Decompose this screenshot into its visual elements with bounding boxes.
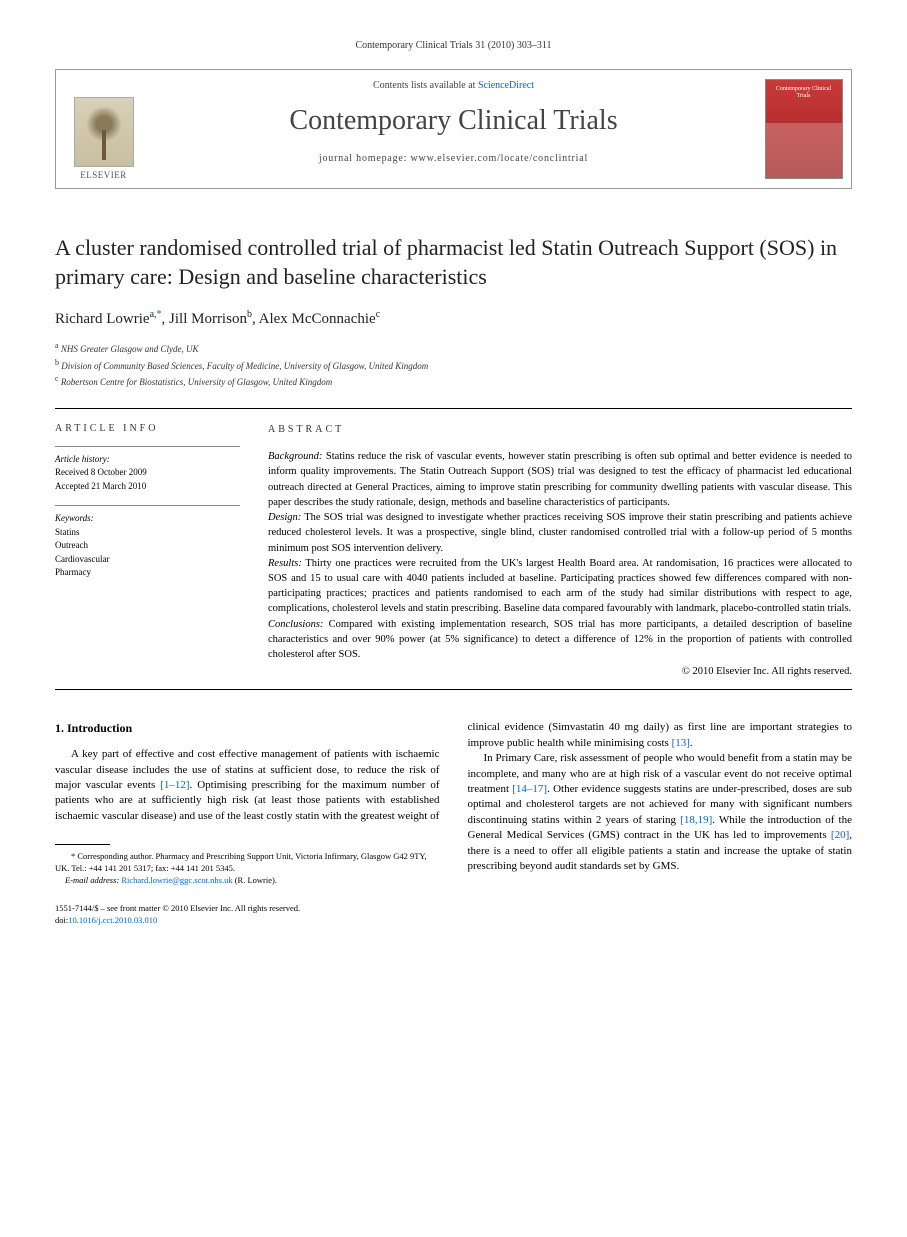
email-label: E-mail address: <box>65 875 121 885</box>
homepage-url[interactable]: www.elsevier.com/locate/conclintrial <box>411 153 589 164</box>
author-3-affil: c <box>376 309 380 320</box>
design-text: The SOS trial was designed to investigat… <box>268 512 852 553</box>
section-title: Introduction <box>67 721 132 735</box>
affiliation-c: c Robertson Centre for Biostatistics, Un… <box>55 373 852 390</box>
contents-line: Contents lists available at ScienceDirec… <box>151 80 756 91</box>
intro-para-1-cont: clinical evidence (Simvastatin 40 mg dai… <box>468 720 853 751</box>
author-sep-2: , <box>252 311 259 327</box>
abstract-results: Results: Thirty one practices were recru… <box>268 556 852 617</box>
article-title: A cluster randomised controlled trial of… <box>55 234 852 291</box>
received-line: Received 8 October 2009 <box>55 466 240 480</box>
page-footer: 1551-7144/$ – see front matter © 2010 El… <box>55 903 440 927</box>
abstract: ABSTRACT Background: Statins reduce the … <box>268 423 852 680</box>
cite-13[interactable]: [13] <box>672 737 690 749</box>
cover-thumb-title: Contemporary Clinical Trials <box>770 86 838 99</box>
section-number: 1. <box>55 721 64 735</box>
intro-para-1: A key part of effective and cost effecti… <box>55 747 440 824</box>
affiliation-a-text: NHS Greater Glasgow and Clyde, UK <box>61 344 199 354</box>
footnotes: * Corresponding author. Pharmacy and Pre… <box>55 851 440 887</box>
conclusions-label: Conclusions: <box>268 619 323 630</box>
publisher-label: ELSEVIER <box>80 170 127 180</box>
cite-20[interactable]: [20] <box>831 829 849 841</box>
contents-prefix: Contents lists available at <box>373 80 478 91</box>
background-text: Statins reduce the risk of vascular even… <box>268 451 852 508</box>
homepage-prefix: journal homepage: <box>319 153 411 164</box>
keyword-2: Outreach <box>55 539 240 553</box>
email-link[interactable]: Richard.lowrie@ggc.scot.nhs.uk <box>121 875 232 885</box>
results-text: Thirty one practices were recruited from… <box>268 558 852 615</box>
results-label: Results: <box>268 558 302 569</box>
affiliation-b-text: Division of Community Based Sciences, Fa… <box>61 361 428 371</box>
journal-title: Contemporary Clinical Trials <box>151 105 756 137</box>
history-label: Article history: <box>55 453 240 467</box>
sciencedirect-link[interactable]: ScienceDirect <box>478 80 534 91</box>
keyword-3: Cardiovascular <box>55 553 240 567</box>
intro-para-2: In Primary Care, risk assessment of peop… <box>468 751 853 874</box>
section-1-heading: 1. Introduction <box>55 720 440 737</box>
affiliation-a: a NHS Greater Glasgow and Clyde, UK <box>55 340 852 357</box>
running-head: Contemporary Clinical Trials 31 (2010) 3… <box>55 40 852 51</box>
author-1-sup: a, <box>150 309 157 320</box>
keywords-label: Keywords: <box>55 512 240 526</box>
doi-prefix: doi: <box>55 915 68 925</box>
authors-line: Richard Lowriea,*, Jill Morrisonb, Alex … <box>55 309 852 328</box>
author-2: Jill Morrison <box>169 311 247 327</box>
corresponding-footnote: * Corresponding author. Pharmacy and Pre… <box>55 851 440 875</box>
copyright-line: © 2010 Elsevier Inc. All rights reserved… <box>268 664 852 679</box>
footnote-rule <box>55 844 110 845</box>
intro-2b: . <box>690 737 693 749</box>
article-info-head: ARTICLE INFO <box>55 423 240 434</box>
masthead: ELSEVIER Contents lists available at Sci… <box>55 69 852 189</box>
affiliations: a NHS Greater Glasgow and Clyde, UK b Di… <box>55 340 852 390</box>
conclusions-text: Compared with existing implementation re… <box>268 619 852 660</box>
cite-1-12[interactable]: [1–12] <box>160 779 189 791</box>
accepted-line: Accepted 21 March 2010 <box>55 480 240 494</box>
affiliation-c-text: Robertson Centre for Biostatistics, Univ… <box>61 377 333 387</box>
author-sep-1: , <box>162 311 170 327</box>
affiliation-b: b Division of Community Based Sciences, … <box>55 357 852 374</box>
keyword-4: Pharmacy <box>55 566 240 580</box>
doi-line: doi:10.1016/j.cct.2010.03.010 <box>55 915 440 927</box>
journal-cover-thumbnail: Contemporary Clinical Trials <box>765 79 843 179</box>
info-abstract-row: ARTICLE INFO Article history: Received 8… <box>55 408 852 680</box>
article-history: Article history: Received 8 October 2009… <box>55 446 240 494</box>
abstract-conclusions: Conclusions: Compared with existing impl… <box>268 617 852 663</box>
abstract-design: Design: The SOS trial was designed to in… <box>268 510 852 556</box>
email-footnote: E-mail address: Richard.lowrie@ggc.scot.… <box>55 875 440 887</box>
cite-18-19[interactable]: [18,19] <box>680 814 712 826</box>
publisher-block: ELSEVIER <box>56 70 151 188</box>
elsevier-tree-icon <box>74 97 134 167</box>
background-label: Background: <box>268 451 322 462</box>
intro-2a: clinical evidence (Simvastatin 40 mg dai… <box>468 721 853 748</box>
keywords-block: Keywords: Statins Outreach Cardiovascula… <box>55 505 240 580</box>
keyword-1: Statins <box>55 526 240 540</box>
masthead-center: Contents lists available at ScienceDirec… <box>151 70 756 188</box>
column-left: 1. Introduction A key part of effective … <box>55 720 440 926</box>
column-right: clinical evidence (Simvastatin 40 mg dai… <box>468 720 853 926</box>
page: Contemporary Clinical Trials 31 (2010) 3… <box>0 0 907 957</box>
doi-link[interactable]: 10.1016/j.cct.2010.03.010 <box>68 915 157 925</box>
article-info: ARTICLE INFO Article history: Received 8… <box>55 423 240 680</box>
homepage-line: journal homepage: www.elsevier.com/locat… <box>151 153 756 164</box>
author-1: Richard Lowrie <box>55 311 150 327</box>
author-1-affil: a,* <box>150 309 162 320</box>
email-suffix: (R. Lowrie). <box>233 875 277 885</box>
author-3: Alex McConnachie <box>259 311 376 327</box>
abstract-bottom-rule <box>55 689 852 690</box>
front-matter-line: 1551-7144/$ – see front matter © 2010 El… <box>55 903 440 915</box>
body-columns: 1. Introduction A key part of effective … <box>55 720 852 926</box>
abstract-background: Background: Statins reduce the risk of v… <box>268 449 852 510</box>
corr-star-label: * Corresponding author. <box>71 851 156 861</box>
cover-thumb-wrap: Contemporary Clinical Trials <box>756 70 851 188</box>
design-label: Design: <box>268 512 301 523</box>
abstract-head: ABSTRACT <box>268 423 852 438</box>
cite-14-17[interactable]: [14–17] <box>512 783 547 795</box>
